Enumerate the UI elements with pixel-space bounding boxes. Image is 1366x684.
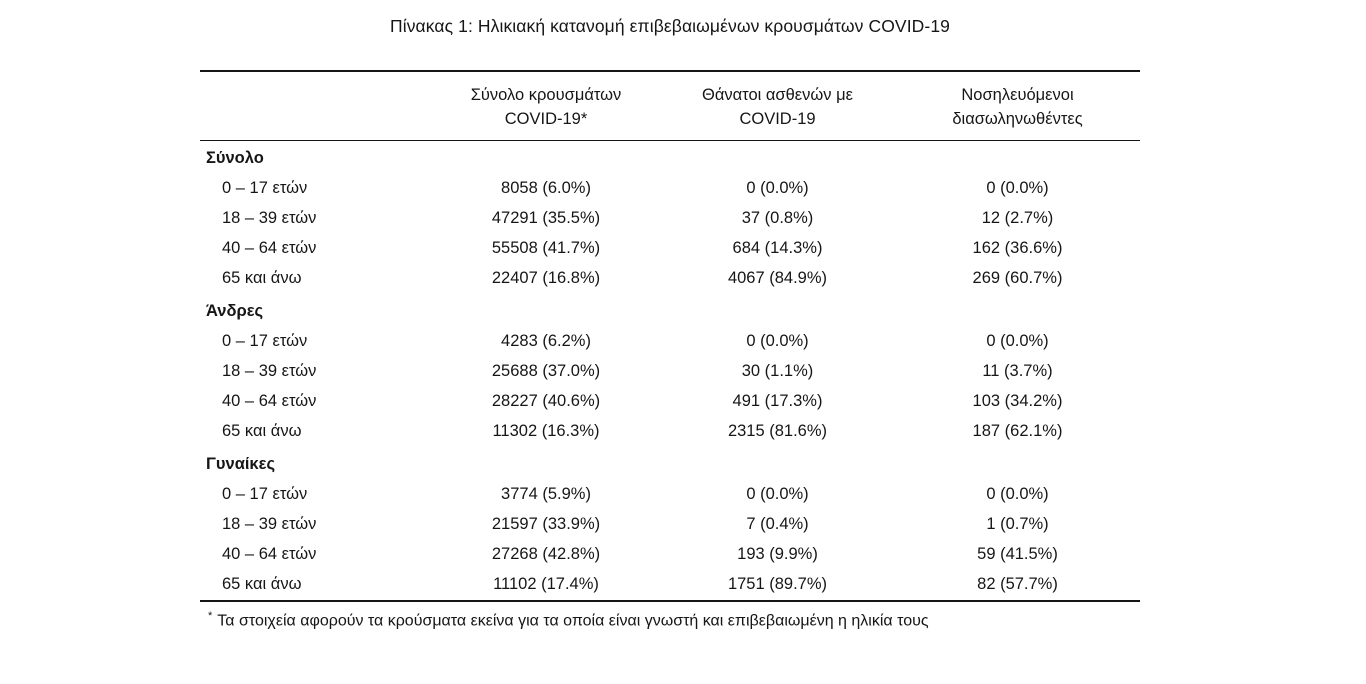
table-row: 18 – 39 ετών 47291 (35.5%) 37 (0.8%) 12 …	[200, 204, 1140, 234]
header-total-cases-line2: COVID-19*	[504, 110, 588, 128]
cases-cell: 21597 (33.9%)	[491, 515, 601, 533]
section-label: Σύνολο	[206, 149, 264, 167]
covid-age-distribution-table: Σύνολο κρουσμάτων COVID-19* Θάνατοι ασθε…	[200, 70, 1140, 602]
cases-cell: 27268 (42.8%)	[491, 545, 601, 563]
table-row: 0 – 17 ετών 8058 (6.0%) 0 (0.0%) 0 (0.0%…	[200, 174, 1140, 204]
intubated-cell: 162 (36.6%)	[972, 239, 1063, 257]
table-row: 18 – 39 ετών 21597 (33.9%) 7 (0.4%) 1 (0…	[200, 510, 1140, 540]
cases-cell: 25688 (37.0%)	[491, 362, 601, 380]
intubated-cell: 59 (41.5%)	[977, 545, 1058, 563]
header-row: Σύνολο κρουσμάτων COVID-19* Θάνατοι ασθε…	[200, 71, 1140, 141]
header-deaths-line2: COVID-19	[739, 110, 816, 128]
age-label: 65 και άνω	[222, 575, 302, 593]
cases-cell: 11102 (17.4%)	[493, 575, 599, 593]
intubated-cell: 82 (57.7%)	[977, 575, 1058, 593]
deaths-cell: 2315 (81.6%)	[727, 422, 828, 440]
table-row: 65 και άνω 22407 (16.8%) 4067 (84.9%) 26…	[200, 264, 1140, 294]
deaths-cell: 491 (17.3%)	[732, 392, 823, 410]
table-row: 40 – 64 ετών 27268 (42.8%) 193 (9.9%) 59…	[200, 540, 1140, 570]
section-label: Άνδρες	[206, 302, 264, 320]
intubated-cell: 11 (3.7%)	[982, 362, 1053, 380]
deaths-cell: 30 (1.1%)	[741, 362, 814, 380]
cases-cell: 55508 (41.7%)	[491, 239, 601, 257]
intubated-cell: 269 (60.7%)	[972, 269, 1063, 287]
cases-cell: 4283 (6.2%)	[501, 332, 591, 350]
intubated-cell: 0 (0.0%)	[986, 332, 1049, 350]
header-total-cases: Σύνολο κρουσμάτων COVID-19*	[432, 71, 660, 141]
deaths-cell: 193 (9.9%)	[737, 545, 818, 563]
intubated-cell: 103 (34.2%)	[972, 392, 1063, 410]
section-row-total: Σύνολο	[200, 141, 1140, 175]
age-label: 40 – 64 ετών	[222, 392, 317, 410]
age-label: 40 – 64 ετών	[222, 239, 317, 257]
age-label: 18 – 39 ετών	[222, 515, 317, 533]
table-row: 40 – 64 ετών 55508 (41.7%) 684 (14.3%) 1…	[200, 234, 1140, 264]
section-label: Γυναίκες	[206, 455, 276, 473]
footnote: * Τα στοιχεία αφορούν τα κρούσματα εκείνα…	[200, 610, 1140, 630]
deaths-cell: 4067 (84.9%)	[727, 269, 828, 287]
table-row: 65 και άνω 11102 (17.4%) 1751 (89.7%) 82…	[200, 570, 1140, 601]
intubated-cell: 1 (0.7%)	[986, 515, 1049, 533]
age-label: 0 – 17 ετών	[222, 332, 308, 350]
header-intubated-line2: διασωληνωθέντες	[952, 110, 1083, 128]
deaths-cell: 7 (0.4%)	[746, 515, 809, 533]
footnote-text: Τα στοιχεία αφορούν τα κρούσματα εκείνα …	[217, 612, 929, 630]
intubated-cell: 0 (0.0%)	[986, 485, 1049, 503]
cases-cell: 28227 (40.6%)	[491, 392, 601, 410]
cases-cell: 3774 (5.9%)	[501, 485, 591, 503]
table-row: 40 – 64 ετών 28227 (40.6%) 491 (17.3%) 1…	[200, 387, 1140, 417]
age-label: 18 – 39 ετών	[222, 209, 317, 227]
deaths-cell: 0 (0.0%)	[746, 179, 809, 197]
cases-cell: 47291 (35.5%)	[491, 209, 601, 227]
cases-cell: 11302 (16.3%)	[492, 422, 600, 440]
header-deaths-line1: Θάνατοι ασθενών με	[702, 86, 853, 104]
header-intubated-line1: Νοσηλευόμενοι	[961, 86, 1074, 104]
table-title: Πίνακας 1: Ηλικιακή κατανομή επιβεβαιωμέ…	[389, 16, 950, 36]
deaths-cell: 0 (0.0%)	[746, 485, 809, 503]
header-intubated: Νοσηλευόμενοι διασωληνωθέντες	[895, 71, 1140, 141]
cases-cell: 8058 (6.0%)	[501, 179, 591, 197]
table-row: 65 και άνω 11302 (16.3%) 2315 (81.6%) 18…	[200, 417, 1140, 447]
cases-cell: 22407 (16.8%)	[491, 269, 601, 287]
intubated-cell: 12 (2.7%)	[981, 209, 1054, 227]
intubated-cell: 0 (0.0%)	[986, 179, 1049, 197]
table-row: 0 – 17 ετών 3774 (5.9%) 0 (0.0%) 0 (0.0%…	[200, 480, 1140, 510]
intubated-cell: 187 (62.1%)	[972, 422, 1063, 440]
table-row: 18 – 39 ετών 25688 (37.0%) 30 (1.1%) 11 …	[200, 357, 1140, 387]
table-row: 0 – 17 ετών 4283 (6.2%) 0 (0.0%) 0 (0.0%…	[200, 327, 1140, 357]
age-label: 0 – 17 ετών	[222, 485, 308, 503]
age-label: 18 – 39 ετών	[222, 362, 317, 380]
header-total-cases-line1: Σύνολο κρουσμάτων	[470, 86, 622, 104]
section-row-women: Γυναίκες	[200, 447, 1140, 480]
age-label: 0 – 17 ετών	[222, 179, 308, 197]
deaths-cell: 1751 (89.7%)	[727, 575, 828, 593]
header-deaths: Θάνατοι ασθενών με COVID-19	[660, 71, 895, 141]
age-label: 65 και άνω	[222, 269, 302, 287]
header-empty	[200, 71, 432, 141]
section-row-men: Άνδρες	[200, 294, 1140, 327]
data-table: Σύνολο κρουσμάτων COVID-19* Θάνατοι ασθε…	[200, 70, 1140, 602]
footnote-asterisk: *	[208, 610, 213, 622]
deaths-cell: 684 (14.3%)	[732, 239, 823, 257]
age-label: 65 και άνω	[222, 422, 302, 440]
deaths-cell: 0 (0.0%)	[746, 332, 809, 350]
age-label: 40 – 64 ετών	[222, 545, 317, 563]
deaths-cell: 37 (0.8%)	[741, 209, 814, 227]
